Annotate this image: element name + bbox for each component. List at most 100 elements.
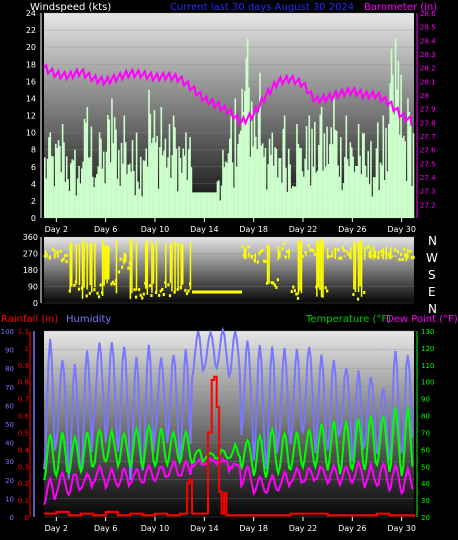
direction-mark <box>346 250 349 254</box>
wind-bar <box>52 156 54 218</box>
wind-bar <box>319 114 322 218</box>
direction-mark <box>148 284 152 288</box>
wind-bar <box>367 151 370 218</box>
direction-y-tick-label: 270 <box>23 250 38 259</box>
wind-y-tick-label: 16 <box>26 77 36 86</box>
wind-bar <box>298 147 301 218</box>
x-tick-label: Day 18 <box>239 524 268 533</box>
direction-mark <box>343 248 346 252</box>
direction-mark <box>340 256 343 260</box>
wind-bar <box>126 174 128 218</box>
wind-bar <box>53 186 56 218</box>
baro-y-tick-label: 27.9 <box>420 106 436 114</box>
wind-bar <box>345 115 348 218</box>
climate-x-ticks: Day 2 Day 6 Day 10 Day 14 Day 18 Day 22 Day 26… <box>45 517 416 533</box>
rain-y-tick-label: 0.2 <box>18 480 29 488</box>
wind-bar <box>113 117 116 218</box>
wind-bar <box>171 155 174 218</box>
wind-bar <box>44 157 46 218</box>
direction-mark <box>134 295 138 299</box>
rainfall-line <box>44 375 415 517</box>
direction-mark <box>272 281 275 285</box>
temperature-y-tick-label: 120 <box>421 345 434 353</box>
direction-mark <box>275 285 278 289</box>
direction-mark <box>286 250 289 254</box>
humidity-y-tick-label: 20 <box>5 477 14 485</box>
wind-bar <box>90 126 93 218</box>
barometer-y-ticks: 27.2 27.3 27.4 27.5 27.6 27.7 27.8 27.9 28 28.1 28… <box>416 10 436 218</box>
direction-mark <box>51 247 54 251</box>
x-tick-label: Day 6 <box>94 225 117 234</box>
x-tick-label: Day 30 <box>387 225 416 234</box>
direction-mark <box>196 290 199 294</box>
direction-y-tick-label: 360 <box>23 233 38 242</box>
wind-bar <box>286 191 289 218</box>
rain-y-tick-label: 0.6 <box>18 413 30 421</box>
direction-marks <box>43 238 415 301</box>
wind-bar <box>119 185 121 218</box>
wind-bar <box>400 74 402 218</box>
temperature-y-tick-label: 130 <box>421 328 434 336</box>
wind-bar <box>183 155 186 218</box>
direction-mark <box>155 290 158 294</box>
wind-bar <box>144 160 146 218</box>
wind-bar <box>139 156 142 218</box>
wind-bar <box>276 177 279 218</box>
wind-bar <box>249 156 252 218</box>
wind-bar <box>229 138 231 218</box>
wind-bar <box>72 160 75 218</box>
wind-bar <box>182 148 185 218</box>
direction-mark <box>412 255 415 259</box>
x-tick-label: Day 10 <box>141 524 170 533</box>
wind-bar <box>403 135 405 218</box>
wind-bar <box>79 183 82 218</box>
direction-mark <box>222 290 226 294</box>
wind-bar <box>102 151 105 218</box>
wind-bar <box>205 192 208 218</box>
wind-bar <box>222 149 224 218</box>
wind-bar <box>209 192 212 218</box>
wind-bar <box>397 60 400 218</box>
temperature-y-tick-label: 30 <box>421 497 430 505</box>
direction-mark <box>313 252 316 256</box>
wind-bar <box>100 138 102 218</box>
wind-bar <box>263 156 265 218</box>
direction-mark <box>363 290 366 294</box>
wind-bar <box>253 112 256 218</box>
wind-bar <box>167 157 169 218</box>
wind-bar <box>109 162 112 218</box>
wind-bar <box>60 172 63 218</box>
baro-y-tick-label: 27.6 <box>420 147 436 155</box>
wind-bar <box>96 174 98 218</box>
baro-y-tick-label: 28.5 <box>420 24 436 32</box>
direction-mark <box>205 290 209 294</box>
wind-bar <box>223 167 226 218</box>
wind-bar <box>241 88 243 218</box>
wind-bar <box>74 149 76 218</box>
direction-mark <box>336 248 340 252</box>
direction-mark <box>204 290 207 294</box>
wind-bar <box>372 177 375 218</box>
wind-bar <box>281 182 283 218</box>
temperature-y-tick-label: 50 <box>421 463 430 471</box>
x-tick-label: Day 10 <box>141 225 170 234</box>
direction-mark <box>264 259 267 263</box>
wind-bar <box>315 172 317 218</box>
direction-mark <box>366 245 369 249</box>
wind-bar <box>48 137 50 218</box>
compass-label-n-bottom: N <box>428 302 437 316</box>
wind-bar <box>141 196 143 218</box>
wind-bar <box>356 165 359 218</box>
wind-y-tick-label: 14 <box>26 94 36 103</box>
wind-bar <box>335 130 338 218</box>
direction-mark <box>304 250 307 254</box>
wind-bar <box>293 186 296 218</box>
wind-bar <box>304 158 306 218</box>
wind-bar <box>242 111 245 218</box>
wind-bar <box>122 163 124 218</box>
rain-axis-title: Rainfall (in) <box>1 314 58 325</box>
wind-bar <box>148 89 150 218</box>
direction-mark <box>99 283 102 287</box>
wind-bar <box>67 179 69 218</box>
direction-mark <box>59 249 62 253</box>
